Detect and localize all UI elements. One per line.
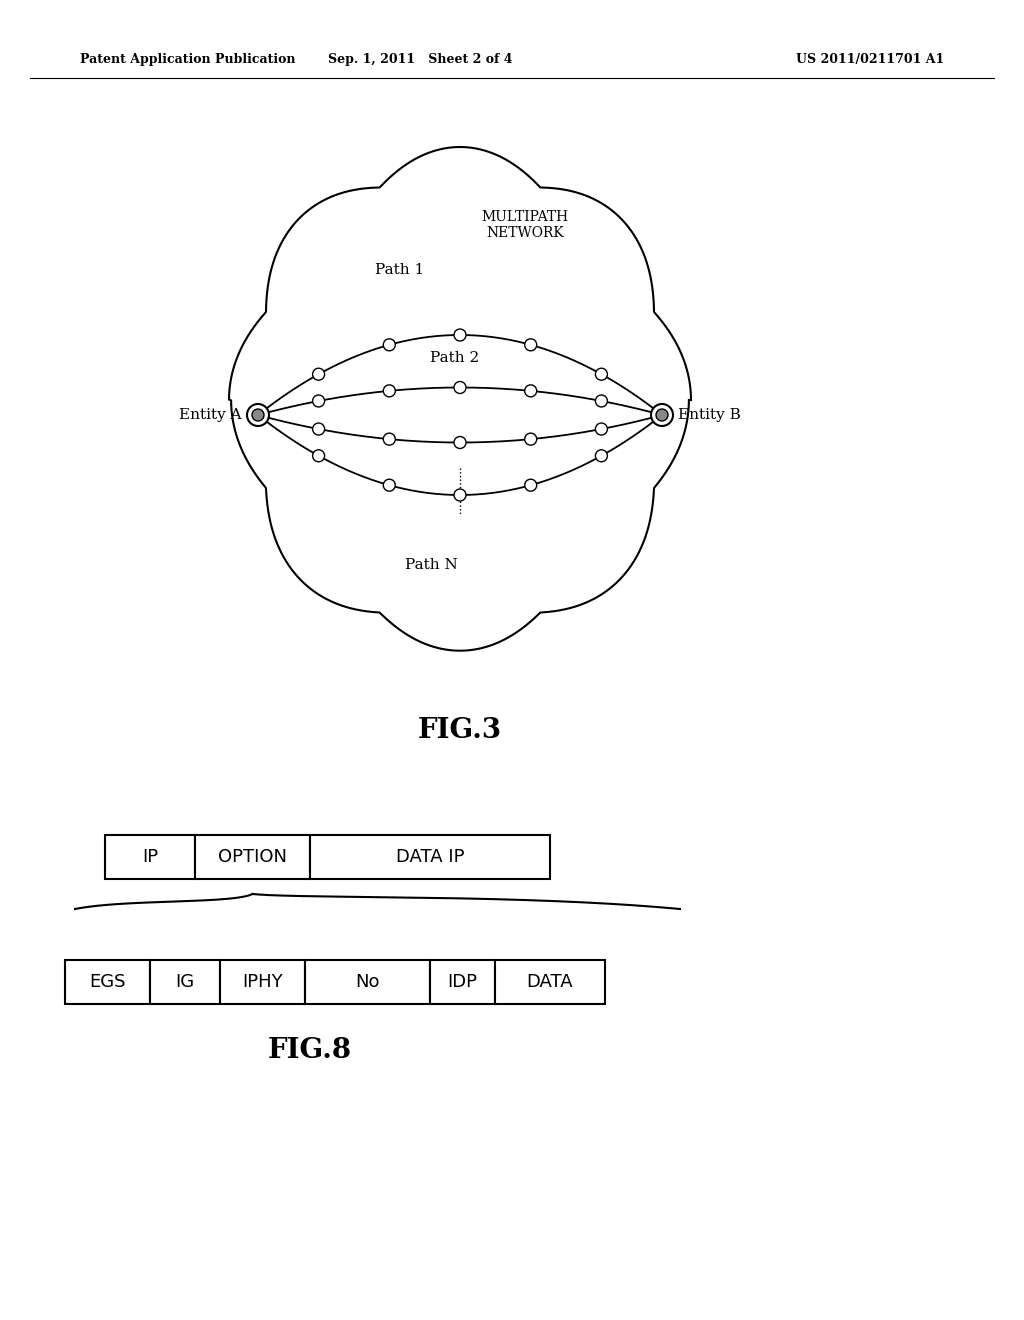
FancyBboxPatch shape	[495, 960, 605, 1005]
Text: DATA: DATA	[526, 973, 573, 991]
Circle shape	[454, 437, 466, 449]
Circle shape	[454, 381, 466, 393]
Circle shape	[595, 422, 607, 436]
Circle shape	[383, 385, 395, 397]
Text: US 2011/0211701 A1: US 2011/0211701 A1	[796, 54, 944, 66]
Circle shape	[383, 339, 395, 351]
Circle shape	[312, 395, 325, 407]
Text: Path 1: Path 1	[375, 263, 424, 277]
FancyBboxPatch shape	[150, 960, 220, 1005]
Circle shape	[247, 404, 269, 426]
Circle shape	[651, 404, 673, 426]
Circle shape	[524, 433, 537, 445]
FancyBboxPatch shape	[105, 836, 195, 879]
Circle shape	[454, 488, 466, 502]
Circle shape	[595, 368, 607, 380]
FancyBboxPatch shape	[430, 960, 495, 1005]
Text: No: No	[355, 973, 380, 991]
Text: IDP: IDP	[447, 973, 477, 991]
Text: Patent Application Publication: Patent Application Publication	[80, 54, 296, 66]
Text: MULTIPATH
NETWORK: MULTIPATH NETWORK	[481, 210, 568, 240]
Text: IG: IG	[175, 973, 195, 991]
Circle shape	[656, 409, 668, 421]
FancyBboxPatch shape	[65, 960, 150, 1005]
Text: OPTION: OPTION	[218, 847, 287, 866]
FancyBboxPatch shape	[310, 836, 550, 879]
Text: IP: IP	[142, 847, 158, 866]
Text: Path 2: Path 2	[430, 351, 479, 366]
Circle shape	[524, 339, 537, 351]
Circle shape	[383, 479, 395, 491]
Circle shape	[595, 395, 607, 407]
Text: FIG.3: FIG.3	[418, 717, 502, 743]
FancyBboxPatch shape	[220, 960, 305, 1005]
FancyBboxPatch shape	[305, 960, 430, 1005]
Circle shape	[595, 450, 607, 462]
Text: FIG.8: FIG.8	[268, 1036, 352, 1064]
Circle shape	[524, 479, 537, 491]
Text: Entity B: Entity B	[678, 408, 740, 422]
Text: Sep. 1, 2011   Sheet 2 of 4: Sep. 1, 2011 Sheet 2 of 4	[328, 54, 512, 66]
Circle shape	[252, 409, 264, 421]
Circle shape	[383, 433, 395, 445]
Text: IPHY: IPHY	[243, 973, 283, 991]
Text: EGS: EGS	[89, 973, 126, 991]
Circle shape	[312, 450, 325, 462]
FancyBboxPatch shape	[195, 836, 310, 879]
Circle shape	[312, 368, 325, 380]
Text: Path N: Path N	[406, 558, 458, 572]
Text: Entity A: Entity A	[179, 408, 242, 422]
Circle shape	[454, 329, 466, 341]
Circle shape	[312, 422, 325, 436]
Text: DATA IP: DATA IP	[395, 847, 464, 866]
Circle shape	[524, 385, 537, 397]
